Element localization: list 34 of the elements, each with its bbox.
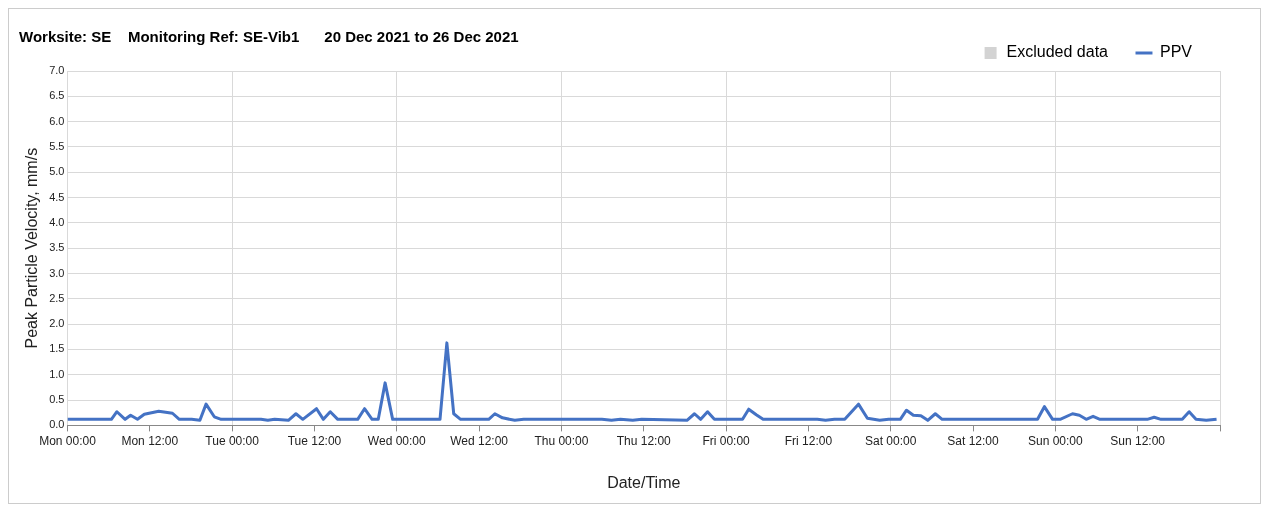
y-tick-label: 1.0 [49, 367, 65, 380]
x-tick-label: Fri 12:00 [784, 433, 833, 448]
y-tick-label: 0.0 [49, 418, 65, 431]
x-tick-label: Sat 00:00 [865, 433, 917, 448]
y-tick-label: 0.5 [49, 393, 65, 406]
y-tick-label: 5.0 [49, 165, 65, 178]
y-tick-label: 1.5 [49, 342, 65, 355]
x-tick-label: Thu 00:00 [534, 433, 589, 448]
y-tick-label: 2.5 [49, 291, 65, 304]
x-tick-label: Mon 12:00 [121, 433, 179, 448]
y-axis-title: Peak Particle Velocity, mm/s [23, 147, 41, 349]
legend-label: PPV [1159, 43, 1193, 61]
y-tick-label: 6.5 [49, 89, 65, 102]
y-tick-label: 2.0 [49, 317, 65, 330]
y-tick-label: 7.0 [49, 64, 65, 77]
y-tick-label: 5.5 [49, 139, 65, 152]
x-tick-label: Tue 12:00 [287, 433, 342, 448]
x-tick-label: Tue 00:00 [205, 433, 260, 448]
chart-title: Worksite: SE Monitoring Ref: SE-Vib1 20 Dec 2021 to 26 Dec 2021 [19, 28, 519, 46]
y-tick-label: 3.5 [49, 241, 65, 254]
x-axis-title: Date/Time [607, 473, 681, 491]
x-tick-label: Fri 00:00 [702, 433, 751, 448]
legend-label: Excluded data [1006, 43, 1109, 61]
x-tick-label: Mon 00:00 [39, 433, 97, 448]
y-tick-label: 4.5 [49, 190, 65, 203]
y-tick-label: 3.0 [49, 266, 65, 279]
x-tick-label: Wed 00:00 [367, 433, 427, 448]
x-tick-label: Wed 12:00 [450, 433, 509, 448]
y-tick-label: 4.0 [49, 215, 65, 228]
x-tick-label: Thu 12:00 [616, 433, 672, 448]
y-tick-label: 6.0 [49, 114, 65, 127]
x-tick-label: Sun 12:00 [1110, 433, 1166, 448]
x-tick-label: Sun 00:00 [1028, 433, 1084, 448]
x-tick-label: Sat 12:00 [947, 433, 1000, 448]
